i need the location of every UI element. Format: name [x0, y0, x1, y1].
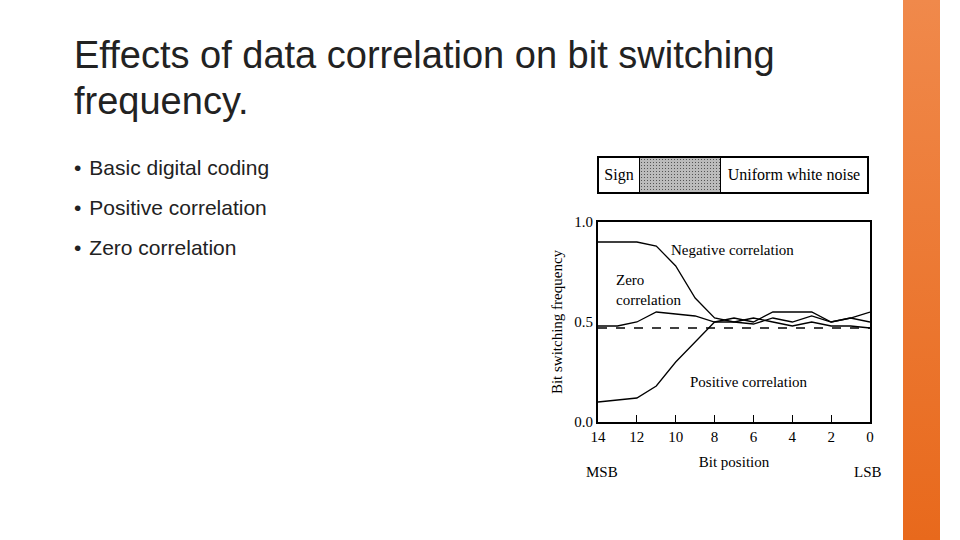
svg-text:Bit position: Bit position: [699, 454, 770, 470]
svg-text:Positive correlation: Positive correlation: [690, 374, 808, 390]
svg-text:Bit switching frequency: Bit switching frequency: [549, 249, 565, 394]
html-text:Zero correlation: Zero correlation: [89, 236, 237, 259]
svg-text:14: 14: [591, 429, 607, 445]
html-text:Effects of data correlation on: Effects of data correlation on bit switc…: [74, 34, 775, 122]
svg-text:Zerocorrelation: Zerocorrelation: [616, 272, 681, 308]
svg-text:Negative correlation: Negative correlation: [671, 242, 794, 258]
svg-text:MSB: MSB: [586, 464, 618, 480]
svg-text:12: 12: [629, 429, 644, 445]
svg-text:0: 0: [866, 429, 874, 445]
svg-text:2: 2: [827, 429, 835, 445]
svg-text:4: 4: [789, 429, 797, 445]
svg-text:8: 8: [711, 429, 719, 445]
svg-text:LSB: LSB: [854, 464, 882, 480]
svg-text:6: 6: [750, 429, 758, 445]
svg-text:0.5: 0.5: [574, 314, 593, 330]
html-text:Uniform white noise: Uniform white noise: [727, 166, 861, 183]
html-text:Positive correlation: Positive correlation: [89, 196, 267, 219]
html-text:Sign: Sign: [604, 166, 634, 183]
svg-text:1.0: 1.0: [574, 214, 593, 230]
html-text:Basic digital coding: Basic digital coding: [89, 156, 270, 179]
svg-text:0.0: 0.0: [574, 414, 593, 430]
svg-text:10: 10: [668, 429, 683, 445]
